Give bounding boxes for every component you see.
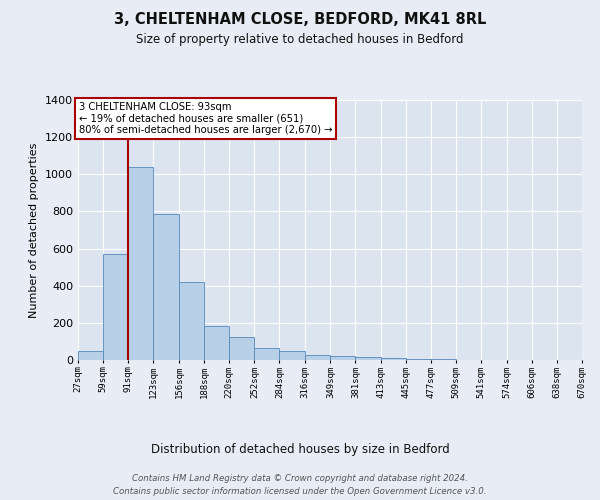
Text: 3 CHELTENHAM CLOSE: 93sqm
← 19% of detached houses are smaller (651)
80% of semi: 3 CHELTENHAM CLOSE: 93sqm ← 19% of detac… bbox=[79, 102, 332, 135]
Bar bbox=[229, 337, 254, 360]
Bar bbox=[280, 350, 305, 360]
Bar bbox=[406, 359, 431, 360]
Bar bbox=[179, 282, 204, 360]
Bar bbox=[103, 254, 128, 360]
Text: Contains HM Land Registry data © Crown copyright and database right 2024.: Contains HM Land Registry data © Crown c… bbox=[132, 474, 468, 483]
Text: Size of property relative to detached houses in Bedford: Size of property relative to detached ho… bbox=[136, 32, 464, 46]
Bar bbox=[204, 326, 229, 360]
Bar bbox=[380, 358, 406, 360]
Bar bbox=[78, 352, 103, 360]
Bar bbox=[254, 348, 280, 360]
Bar bbox=[331, 356, 355, 360]
Text: Distribution of detached houses by size in Bedford: Distribution of detached houses by size … bbox=[151, 442, 449, 456]
Y-axis label: Number of detached properties: Number of detached properties bbox=[29, 142, 40, 318]
Bar bbox=[153, 214, 179, 360]
Bar bbox=[355, 357, 380, 360]
Text: 3, CHELTENHAM CLOSE, BEDFORD, MK41 8RL: 3, CHELTENHAM CLOSE, BEDFORD, MK41 8RL bbox=[114, 12, 486, 28]
Bar bbox=[305, 355, 331, 360]
Bar bbox=[128, 167, 153, 360]
Text: Contains public sector information licensed under the Open Government Licence v3: Contains public sector information licen… bbox=[113, 487, 487, 496]
